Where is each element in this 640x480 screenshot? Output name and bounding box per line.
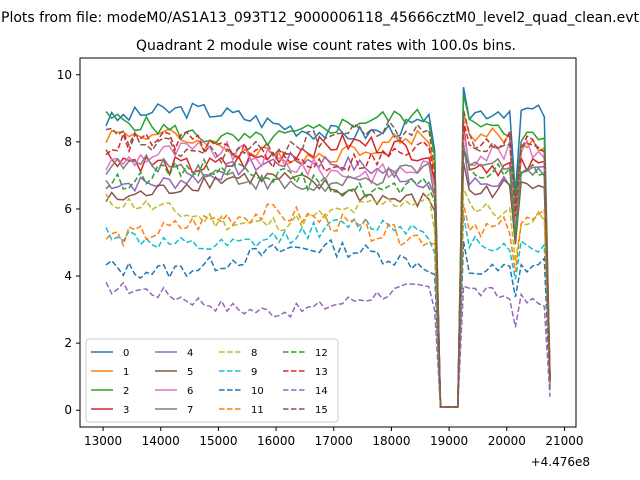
legend-label-5: 5 xyxy=(187,367,193,378)
axes-frame xyxy=(79,57,577,428)
x-tick-label: 19000 xyxy=(430,434,468,448)
x-axis: 13000 14000 15000 16000 17000 18000 19000 20000… xyxy=(84,427,584,448)
legend-label-2: 2 xyxy=(123,386,129,397)
legend-label-6: 6 xyxy=(187,386,193,397)
legend-label-1: 1 xyxy=(123,367,129,378)
series-line-5 xyxy=(105,162,551,408)
legend-label-3: 3 xyxy=(123,405,129,416)
y-tick-label: 0 xyxy=(64,403,72,417)
x-tick-label: 20000 xyxy=(488,434,526,448)
legend-label-14: 14 xyxy=(315,386,328,397)
x-tick-label: 14000 xyxy=(142,434,180,448)
x-tick-label: 13000 xyxy=(84,434,122,448)
y-tick-label: 4 xyxy=(64,269,72,283)
series-line-4 xyxy=(105,143,551,408)
y-tick-label: 8 xyxy=(64,135,72,149)
legend-label-13: 13 xyxy=(315,367,328,378)
series-line-6 xyxy=(105,132,551,408)
series-line-13 xyxy=(105,120,551,408)
x-tick-label: 21000 xyxy=(545,434,583,448)
x-tick-label: 16000 xyxy=(257,434,295,448)
series-line-15 xyxy=(105,109,551,408)
series-line-8 xyxy=(105,188,551,408)
legend-label-4: 4 xyxy=(187,348,193,359)
y-tick-label: 6 xyxy=(64,202,72,216)
y-tick-label: 2 xyxy=(64,336,72,350)
x-tick-label: 15000 xyxy=(199,434,237,448)
figure-suptitle: Plots from file: modeM0/AS1A13_093T12_90… xyxy=(1,10,639,26)
x-offset-label: +4.476e8 xyxy=(531,455,590,469)
legend-label-11: 11 xyxy=(251,405,264,416)
chart-title: Quadrant 2 module wise count rates with … xyxy=(136,38,516,54)
legend-label-15: 15 xyxy=(315,405,328,416)
x-tick-label: 18000 xyxy=(372,434,410,448)
x-tick-label: 17000 xyxy=(315,434,353,448)
y-axis: 0 2 4 6 8 10 xyxy=(57,68,80,417)
legend-label-10: 10 xyxy=(251,386,264,397)
series-line-10 xyxy=(105,238,551,408)
series-line-3 xyxy=(105,124,551,408)
series-line-14 xyxy=(105,281,551,408)
legend-label-12: 12 xyxy=(315,348,328,359)
legend-label-8: 8 xyxy=(251,348,257,359)
series-line-12 xyxy=(105,150,551,408)
legend-box xyxy=(85,338,339,423)
legend-label-7: 7 xyxy=(187,405,193,416)
plot-area xyxy=(105,86,551,408)
series-line-7 xyxy=(105,146,551,408)
y-tick-label: 10 xyxy=(57,68,72,82)
legend-label-9: 9 xyxy=(251,367,257,378)
series-line-11 xyxy=(105,203,551,408)
legend-label-0: 0 xyxy=(123,348,129,359)
series-line-9 xyxy=(105,214,551,408)
